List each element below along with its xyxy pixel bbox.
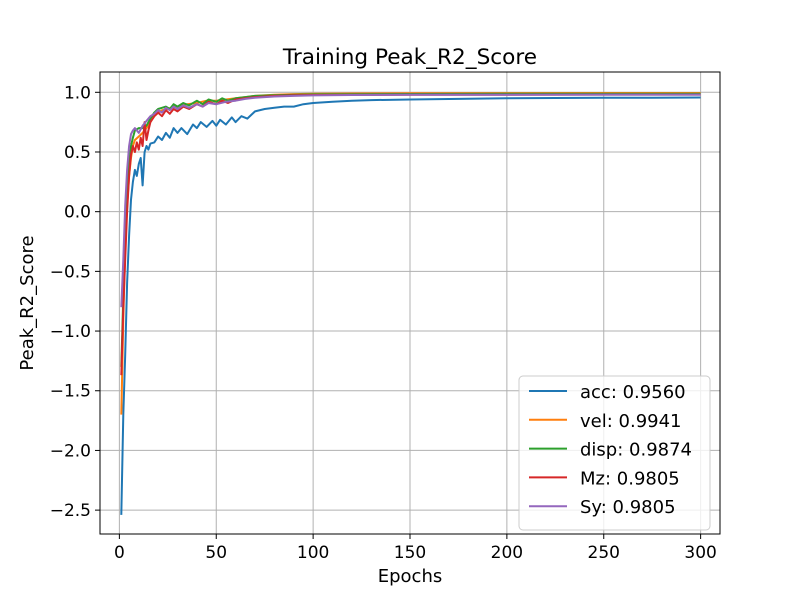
chart-title: Training Peak_R2_Score [282,45,537,70]
y-tick-label: −1.0 [50,322,91,342]
x-tick-label: 250 [588,543,620,563]
legend-label: Sy: 0.9805 [580,497,676,518]
y-tick-label: −2.0 [50,441,91,461]
legend-label: disp: 0.9874 [580,440,692,461]
y-tick-label: 1.0 [64,83,91,103]
series-layer [120,92,701,515]
y-tick-label: −1.5 [50,382,91,402]
x-tick-label: 50 [205,543,227,563]
y-tick-label: −0.5 [50,262,91,282]
legend-label: Mz: 0.9805 [580,468,680,489]
series-line-4 [120,93,701,308]
x-tick-label: 200 [491,543,523,563]
x-tick-label: 0 [114,543,125,563]
y-tick-label: 0.5 [64,143,91,163]
y-axis-label: Peak_R2_Score [17,235,38,370]
x-tick-label: 150 [394,543,426,563]
legend-box [518,375,711,531]
series-line-0 [120,96,701,515]
legend-label: vel: 0.9941 [580,411,682,432]
y-tick-label: −2.5 [50,501,91,521]
x-tick-label: 100 [297,543,329,563]
x-tick-label: 300 [684,543,716,563]
legend: acc: 0.9560 vel: 0.9941 disp: 0.9874 Mz: 0.… [518,375,711,531]
x-axis-label: Epochs [378,566,443,587]
legend-label: acc: 0.9560 [580,382,686,403]
y-tick-label: 0.0 [64,203,91,223]
y-axis: −2.5 −2.0 −1.5 −1.0 −0.5 0.0 0.5 1.0 [50,83,100,521]
x-axis: 0 50 100 150 200 250 300 [114,534,717,563]
